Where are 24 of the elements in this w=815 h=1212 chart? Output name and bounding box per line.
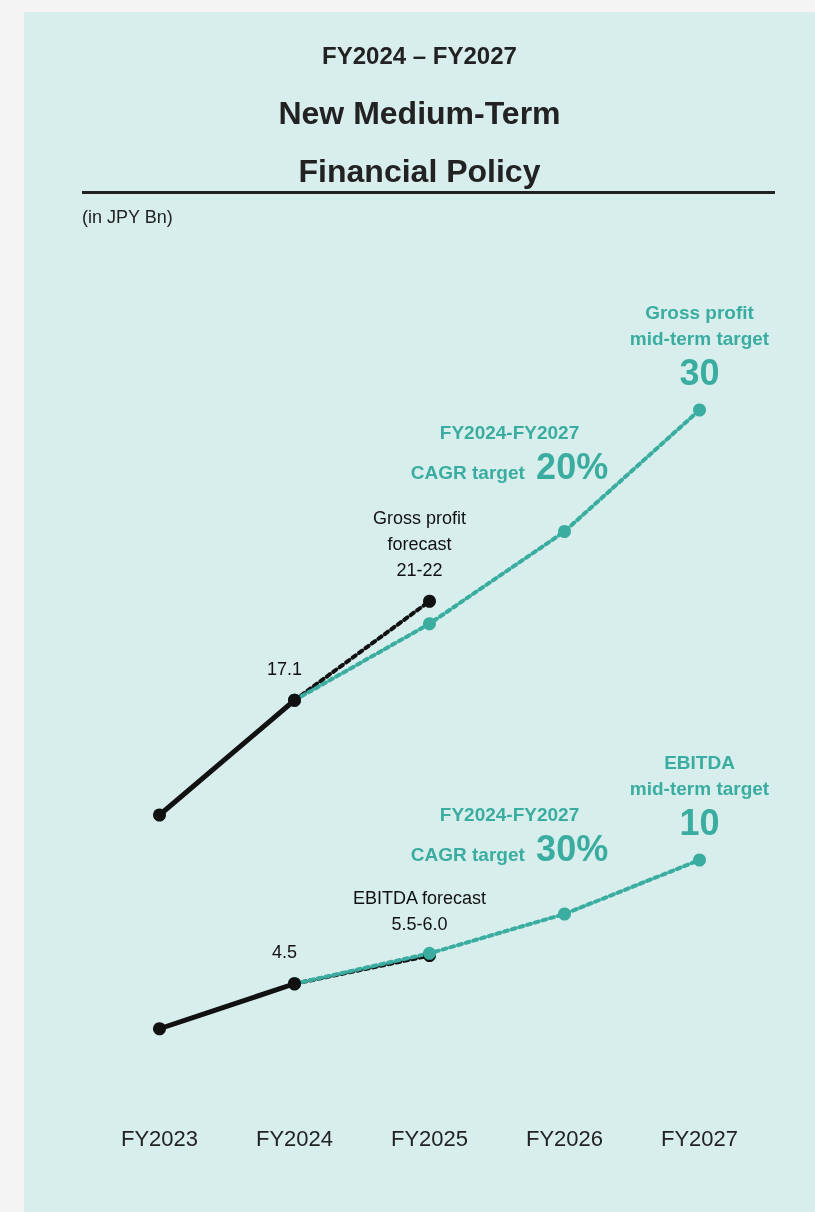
point <box>423 594 436 608</box>
point <box>693 403 706 417</box>
data-label: Gross profit forecast 21-22 <box>372 507 467 580</box>
annotation: FY2024-FY2027 CAGR target 30% <box>410 803 609 871</box>
data-label: 17.1 <box>266 658 303 679</box>
point <box>693 853 706 867</box>
data-label: EBITDA mid-term target 10 <box>629 752 770 843</box>
x-tick-label: FY2027 <box>660 1125 739 1151</box>
point <box>558 525 571 538</box>
data-label: EBITDA forecast 5.5-6.0 <box>352 888 487 935</box>
point <box>423 617 436 631</box>
x-tick-label: FY2025 <box>390 1125 469 1151</box>
point <box>153 1022 166 1036</box>
annotation: FY2024-FY2027 CAGR target 20% <box>410 420 609 489</box>
chart-title: New Medium-Term Financial Policy <box>277 94 562 191</box>
x-tick-label: FY2026 <box>525 1125 604 1151</box>
x-tick-label: FY2024 <box>255 1125 334 1151</box>
point <box>558 907 571 921</box>
x-tick-label: FY2023 <box>120 1125 199 1151</box>
data-label: Gross profit mid-term target 30 <box>629 302 770 393</box>
point <box>153 808 166 822</box>
data-label: 4.5 <box>271 942 298 963</box>
text: (in JPY Bn) <box>82 207 173 228</box>
chart-subtitle: FY2024 – FY2027 <box>321 42 518 70</box>
